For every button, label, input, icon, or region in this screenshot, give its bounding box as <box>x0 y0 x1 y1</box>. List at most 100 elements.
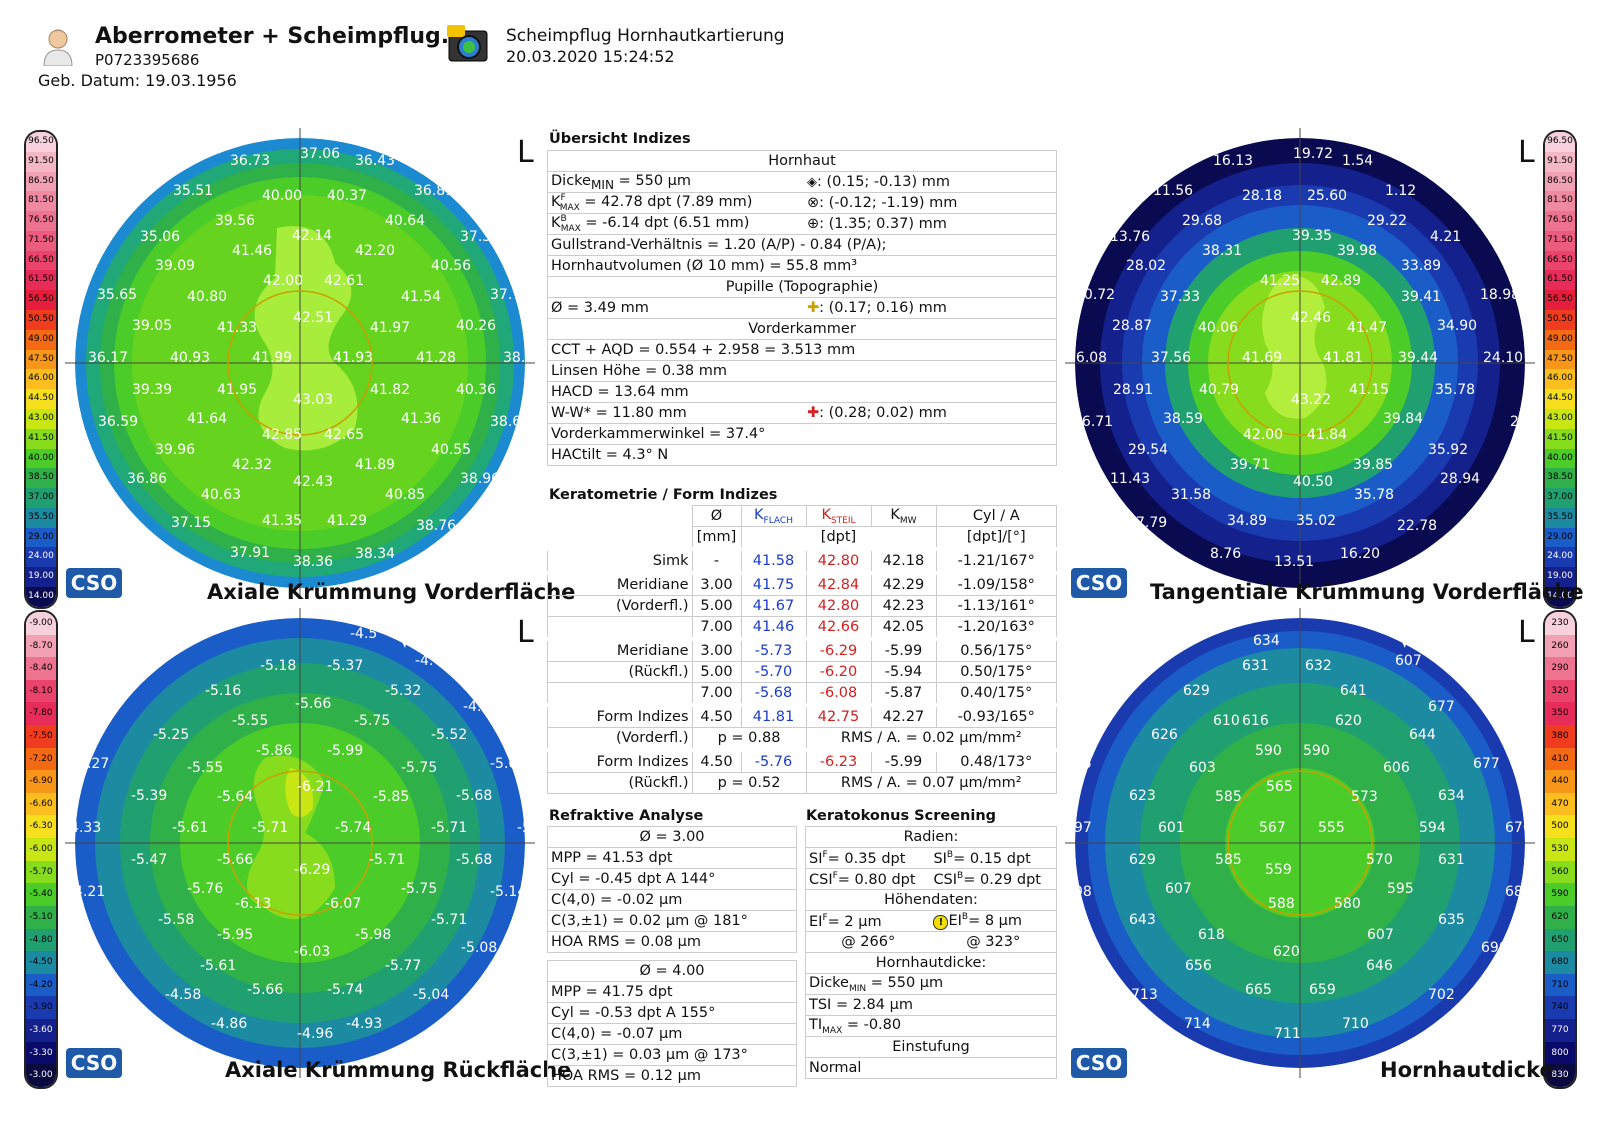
map-value: 41.84 <box>1307 427 1347 443</box>
cct-aqd: CCT + AQD = 0.554 + 2.958 = 3.513 mm <box>547 339 1057 361</box>
scale-step: 320 <box>1545 679 1575 703</box>
map-value: -5.14 <box>490 884 526 900</box>
map-value: 16.20 <box>1340 546 1380 562</box>
ww: W-W* = 11.80 mm <box>547 402 804 424</box>
scale-step: 37.00 <box>1545 488 1575 508</box>
map-value: -5.66 <box>217 852 253 868</box>
map-value: 702 <box>1428 987 1455 1003</box>
kf-max: KFMAX = 42.78 dpt (7.89 mm) <box>547 192 804 214</box>
map-value: 16.08 <box>1067 350 1107 366</box>
map-value: 1.12 <box>1385 183 1416 199</box>
map-value: 42.00 <box>263 273 303 289</box>
scale-step: 230 <box>1545 612 1575 635</box>
map-value: 676 <box>1505 820 1532 836</box>
map-value: 31.58 <box>1171 487 1211 503</box>
scale-step: 44.50 <box>26 389 56 409</box>
map-value: 40.00 <box>262 188 302 204</box>
map-value: -5.74 <box>335 820 371 836</box>
map-value: 42.20 <box>355 243 395 259</box>
map-value: 28.02 <box>1126 258 1166 274</box>
map-value: 41.93 <box>333 350 373 366</box>
map-value: 38.34 <box>355 546 395 562</box>
scale-step: -6.60 <box>26 792 56 816</box>
map-value: -5.77 <box>385 958 421 974</box>
map-value: 620 <box>1335 713 1362 729</box>
map-value: 616 <box>1242 713 1269 729</box>
map-value: 610 <box>1213 713 1240 729</box>
map-value: -5.18 <box>260 658 296 674</box>
ww-center: ✚: (0.28; 0.02) mm <box>804 402 1057 424</box>
map-value: 40.80 <box>187 289 227 305</box>
map-value: 590 <box>1303 743 1330 759</box>
map-value: 36.17 <box>88 350 128 366</box>
map-value: -5.98 <box>355 927 391 943</box>
scale-step: 800 <box>1545 1041 1575 1065</box>
map-value: 35.78 <box>1354 487 1394 503</box>
cso-logo: CSO <box>1071 568 1127 598</box>
scale-step: -5.40 <box>26 883 56 906</box>
plus-circle-icon: ⊕ <box>807 216 820 232</box>
scale-step: 47.50 <box>1545 349 1575 370</box>
scale-step: 530 <box>1545 838 1575 861</box>
map-value: -5.74 <box>327 982 363 998</box>
map-value: -5.08 <box>461 940 497 956</box>
pupil-circle <box>1227 770 1373 916</box>
x-circle-icon: ⊗ <box>807 195 820 211</box>
map-value: -5.95 <box>217 927 253 943</box>
cso-logo-text: CSO <box>71 571 117 595</box>
scale-step: 770 <box>1545 1018 1575 1042</box>
refraktive-title: Refraktive Analyse <box>549 808 704 824</box>
map-value: -4.5 <box>350 626 377 642</box>
map-value: 601 <box>1158 820 1185 836</box>
map-value: 38.31 <box>1202 243 1242 259</box>
kh-kmw: KMW <box>870 505 937 527</box>
map-value: 585 <box>1215 852 1242 868</box>
map-axial-front[interactable]: 37.06 36.73 36.43 35.51 40.00 40.37 36.81 39.56… <box>65 128 535 598</box>
vorderkammer-title: Vorderkammer <box>547 318 1057 340</box>
map-thickness[interactable]: 634 631 632 607 629 641 616 677 610 620 626 644 590 5… <box>1065 608 1535 1078</box>
map-value: 635 <box>1438 912 1465 928</box>
map-value: 39.96 <box>155 442 195 458</box>
scale-step: 19.00 <box>26 567 56 587</box>
map-value: 40.79 <box>1199 382 1239 398</box>
map-value: 40.26 <box>456 318 496 334</box>
scale-tangential-front: 96.50 91.50 86.50 81.50 76.50 71.50 66.50 61.50… <box>1543 130 1577 609</box>
scale-step: 66.50 <box>26 250 56 271</box>
map-value: 597 <box>1065 820 1092 836</box>
map-zone <box>285 768 314 817</box>
exam-camera-icon <box>447 25 488 62</box>
hacd: HACD = 13.64 mm <box>547 381 1057 403</box>
scale-step: -6.90 <box>26 770 56 793</box>
map-value: -5.68 <box>456 852 492 868</box>
map-value: 39.35 <box>1292 228 1332 244</box>
map-value: 555 <box>1318 820 1345 836</box>
map-value: -5.75 <box>401 881 437 897</box>
map-value: 43.22 <box>1291 392 1331 408</box>
map-value: 585 <box>1065 756 1092 772</box>
scale-step: 41.50 <box>26 428 56 449</box>
map-value: -5.25 <box>153 727 189 743</box>
map-value: 42.85 <box>262 427 302 443</box>
map-value: 631 <box>1242 658 1269 674</box>
scale-step: 740 <box>1545 996 1575 1019</box>
scale-step: 86.50 <box>1545 171 1575 192</box>
map-value: 713 <box>1131 987 1158 1003</box>
map-value: 595 <box>1387 881 1414 897</box>
map-value: 41.15 <box>1349 382 1389 398</box>
map-value: 690 <box>1481 940 1508 956</box>
map-axial-back[interactable]: -4.5 -5.18 -5.37 -4.44 -5.16 -5.32 -5.66 -4.82 -… <box>65 608 535 1078</box>
scale-step: 46.00 <box>26 369 56 390</box>
map-value: 40.06 <box>1198 320 1238 336</box>
map-value: 643 <box>1129 912 1156 928</box>
scale-step: -7.20 <box>26 747 56 771</box>
red-cross-icon: ✚ <box>807 405 820 421</box>
kh-ksteil: KSTEIL <box>805 505 872 527</box>
map-value: -5.85 <box>373 789 409 805</box>
scale-step: 410 <box>1545 747 1575 771</box>
map-tangential-front[interactable]: 19.72 16.13 1.54 11.56 28.18 25.60 1.12 29.68 29… <box>1065 128 1535 598</box>
map-value: 35.51 <box>173 183 213 199</box>
linsen-hoehe: Linsen Höhe = 0.38 mm <box>547 360 1057 382</box>
map-value: 42.61 <box>324 273 364 289</box>
map-value: 573 <box>1351 789 1378 805</box>
scale-step: 66.50 <box>1545 250 1575 271</box>
